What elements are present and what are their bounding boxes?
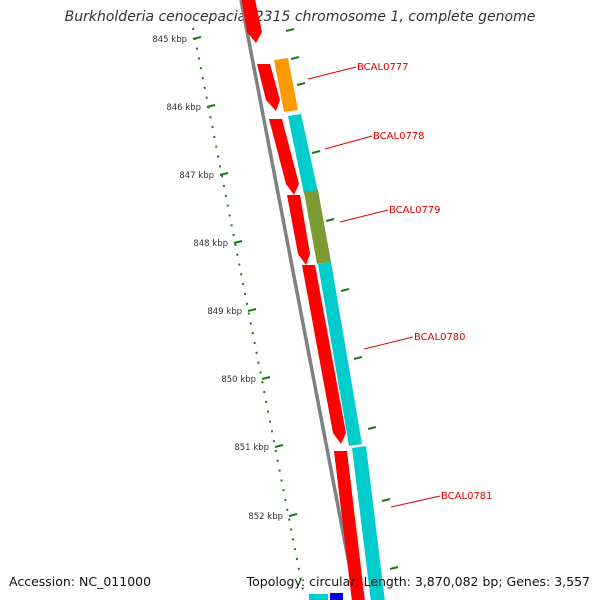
minor-tick-mark bbox=[325, 218, 335, 222]
minor-tick-mark bbox=[311, 150, 321, 154]
forward-feature-bcal0777[interactable] bbox=[274, 58, 298, 112]
reverse-feature-1[interactable] bbox=[257, 64, 280, 111]
minor-tick-mark bbox=[353, 356, 363, 360]
gene-label[interactable]: BCAL0778 bbox=[373, 131, 425, 142]
forward-feature-bcal0779[interactable] bbox=[304, 190, 331, 264]
ruler-tick-mark bbox=[261, 376, 271, 380]
reverse-strand-features bbox=[240, 0, 366, 600]
forward-feature-bcal0780[interactable] bbox=[318, 262, 362, 446]
map-title: Burkholderia cenocepacia J2315 chromosom… bbox=[64, 9, 536, 25]
gene-label[interactable]: BCAL0780 bbox=[414, 332, 466, 343]
ruler-tick-mark bbox=[219, 172, 229, 176]
gene-leader-line bbox=[339, 209, 389, 223]
ruler-tick-mark bbox=[288, 513, 298, 517]
ruler-tick-label: 852 kbp bbox=[248, 512, 283, 522]
minor-tick-mark bbox=[285, 28, 295, 32]
minor-tick-mark bbox=[389, 566, 399, 570]
ruler-tick-mark bbox=[274, 444, 284, 448]
minor-tick-mark bbox=[290, 56, 300, 60]
gene-labels: BCAL0777 BCAL0778 BCAL0779 BCAL0780 BCAL0781 bbox=[307, 62, 493, 508]
ruler-ticks: 845 kbp 846 kbp 847 kbp 848 kbp 849 kbp 850 k… bbox=[152, 28, 399, 570]
minor-tick-mark bbox=[340, 288, 350, 292]
gene-label[interactable]: BCAL0777 bbox=[357, 62, 409, 73]
reverse-feature-5[interactable] bbox=[334, 451, 366, 600]
gene-leader-line bbox=[390, 495, 441, 508]
ruler-tick-label: 851 kbp bbox=[234, 443, 269, 453]
minor-tick-mark bbox=[296, 82, 306, 86]
gene-label[interactable]: BCAL0779 bbox=[389, 205, 441, 216]
ruler-tick-label: 847 kbp bbox=[179, 171, 214, 181]
gene-label[interactable]: BCAL0781 bbox=[441, 491, 493, 502]
ruler-tick-label: 845 kbp bbox=[152, 35, 187, 45]
summary-text: Topology: circular; Length: 3,870,082 bp… bbox=[246, 574, 590, 589]
ruler-tick-label: 849 kbp bbox=[207, 307, 242, 317]
minor-tick-mark bbox=[381, 498, 391, 502]
partial-feature-cyan[interactable] bbox=[309, 594, 328, 600]
ruler-tick-mark bbox=[192, 36, 202, 40]
ruler-tick-label: 846 kbp bbox=[166, 103, 201, 113]
accession-text: Accession: NC_011000 bbox=[9, 574, 152, 589]
ruler-tick-mark bbox=[206, 104, 216, 108]
reverse-feature-4[interactable] bbox=[302, 265, 346, 444]
ruler-tick-mark bbox=[247, 308, 257, 312]
forward-feature-bcal0778[interactable] bbox=[288, 114, 318, 194]
minor-tick-mark bbox=[367, 426, 377, 430]
partial-feature-blue[interactable] bbox=[330, 593, 343, 600]
ruler-tick-label: 850 kbp bbox=[221, 375, 256, 385]
reverse-feature-3[interactable] bbox=[287, 195, 310, 265]
forward-strand-features bbox=[274, 58, 386, 600]
forward-feature-bcal0781[interactable] bbox=[352, 446, 386, 600]
gene-leader-line bbox=[324, 135, 373, 150]
ruler-tick-label: 848 kbp bbox=[193, 239, 228, 249]
ruler-tick-mark bbox=[233, 240, 243, 244]
backbone-line bbox=[239, 0, 358, 600]
gene-leader-line bbox=[307, 66, 357, 80]
reverse-feature-top[interactable] bbox=[240, 0, 262, 43]
reverse-feature-2[interactable] bbox=[269, 119, 299, 195]
genome-lines bbox=[192, 0, 358, 600]
gene-leader-line bbox=[363, 336, 414, 350]
